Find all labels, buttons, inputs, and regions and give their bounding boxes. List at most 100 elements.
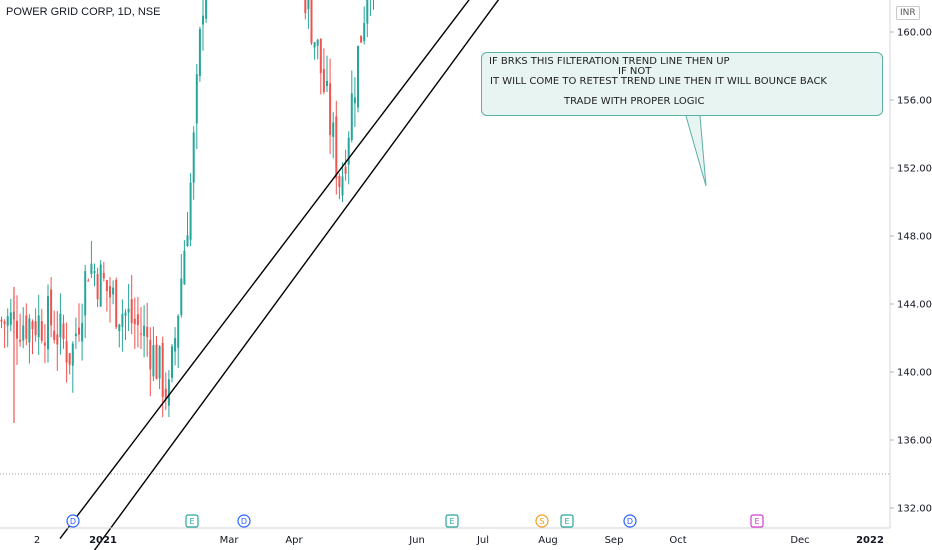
- y-tick-label: 140.00: [897, 368, 932, 379]
- candle-body: [1, 320, 3, 322]
- y-tick-label: 160.00: [897, 28, 932, 39]
- candle-body: [10, 312, 12, 324]
- candle-body: [140, 334, 142, 335]
- candle-body: [342, 176, 344, 195]
- candle-body: [360, 36, 362, 43]
- candle-body: [363, 23, 365, 41]
- annotation-callout[interactable]: IF BRKS THIS FILTERATION TREND LINE THEN…: [481, 52, 883, 116]
- candle-body: [32, 321, 34, 329]
- candle-body: [187, 235, 189, 246]
- event-code-label: E: [754, 517, 759, 526]
- candle-body: [351, 93, 353, 140]
- candle-body: [366, 0, 368, 24]
- x-tick-label: Oct: [669, 535, 686, 546]
- candle-body: [53, 331, 55, 340]
- candle-body: [196, 74, 198, 123]
- currency-label[interactable]: INR: [896, 6, 920, 20]
- x-tick-label: Jul: [476, 535, 489, 546]
- x-tick-label: 2: [34, 535, 40, 546]
- candle-body: [78, 328, 80, 335]
- annotation-line-4: TRADE WITH PROPER LOGIC: [564, 96, 704, 107]
- candle-body: [177, 316, 179, 348]
- candle-body: [19, 340, 21, 342]
- event-code-label: E: [189, 517, 194, 526]
- candle-body: [103, 273, 105, 278]
- candle-body: [323, 69, 325, 92]
- candle-body: [100, 264, 102, 306]
- candle-body: [128, 309, 130, 313]
- candle-body: [199, 29, 201, 76]
- candle-body: [90, 264, 92, 274]
- candle-body: [317, 40, 319, 46]
- candle-body: [7, 316, 9, 326]
- event-code-label: E: [564, 517, 569, 526]
- candle-body: [84, 271, 86, 315]
- candle-body: [109, 286, 111, 297]
- candle-body: [112, 288, 114, 295]
- candle-body: [180, 279, 182, 315]
- candle-body: [202, 16, 204, 25]
- candle-body: [94, 271, 96, 273]
- candle-body: [118, 325, 120, 332]
- candle-body: [41, 321, 43, 341]
- candle-body: [63, 324, 65, 340]
- candle-body: [81, 323, 83, 342]
- y-tick-label: 144.00: [897, 300, 932, 311]
- chart-title: POWER GRID CORP, 1D, NSE: [6, 6, 160, 18]
- candle-body: [106, 280, 108, 291]
- candle-body: [357, 46, 359, 107]
- candle-body: [66, 341, 68, 362]
- candle-body: [4, 321, 6, 324]
- candle-body: [38, 315, 40, 337]
- x-tick-label: Mar: [220, 535, 240, 546]
- candle-body: [75, 334, 77, 336]
- y-tick-label: 152.00: [897, 164, 932, 175]
- x-tick-label: Apr: [285, 535, 303, 546]
- candle-body: [174, 338, 176, 351]
- candle-body: [320, 39, 322, 73]
- candle-body: [354, 97, 356, 103]
- candle-body: [159, 346, 161, 378]
- candle-body: [149, 340, 151, 369]
- candle-body: [156, 344, 158, 378]
- event-code-label: D: [70, 517, 76, 526]
- candle-body: [115, 280, 117, 327]
- candle-body: [56, 334, 58, 344]
- candle-body: [311, 0, 313, 43]
- x-tick-label: Sep: [605, 535, 624, 546]
- candle-body: [314, 42, 316, 47]
- candle-body: [35, 321, 37, 335]
- candle-body: [146, 327, 148, 337]
- candle-body: [332, 122, 334, 136]
- candle-body: [143, 326, 145, 336]
- candle-body: [25, 315, 27, 338]
- candle-body: [22, 325, 24, 340]
- x-tick-label: 2021: [89, 535, 117, 546]
- candle-body: [183, 251, 185, 284]
- candle-body: [121, 314, 123, 327]
- candle-body: [125, 313, 127, 316]
- y-tick-label: 132.00: [897, 504, 932, 515]
- x-tick-label: Aug: [538, 535, 558, 546]
- candle-body: [47, 296, 49, 349]
- candle-body: [193, 132, 195, 182]
- candle-body: [335, 116, 337, 178]
- candle-body: [168, 379, 170, 405]
- annotation-line-1: IF BRKS THIS FILTERATION TREND LINE THEN…: [489, 56, 730, 67]
- candle-body: [137, 314, 139, 325]
- event-code-label: E: [449, 517, 454, 526]
- candle-body: [44, 343, 46, 346]
- y-tick-label: 148.00: [897, 232, 932, 243]
- x-tick-label: Dec: [790, 535, 809, 546]
- candle-body: [162, 343, 164, 397]
- candle-body: [304, 0, 306, 13]
- candle-body: [345, 167, 347, 174]
- candle-body: [72, 344, 74, 366]
- candle-body: [131, 299, 133, 323]
- event-code-label: S: [539, 517, 544, 526]
- x-tick-label: Jun: [408, 535, 425, 546]
- event-code-label: D: [241, 517, 247, 526]
- y-tick-label: 156.00: [897, 96, 932, 107]
- candle-body: [16, 321, 18, 339]
- candle-body: [326, 81, 328, 86]
